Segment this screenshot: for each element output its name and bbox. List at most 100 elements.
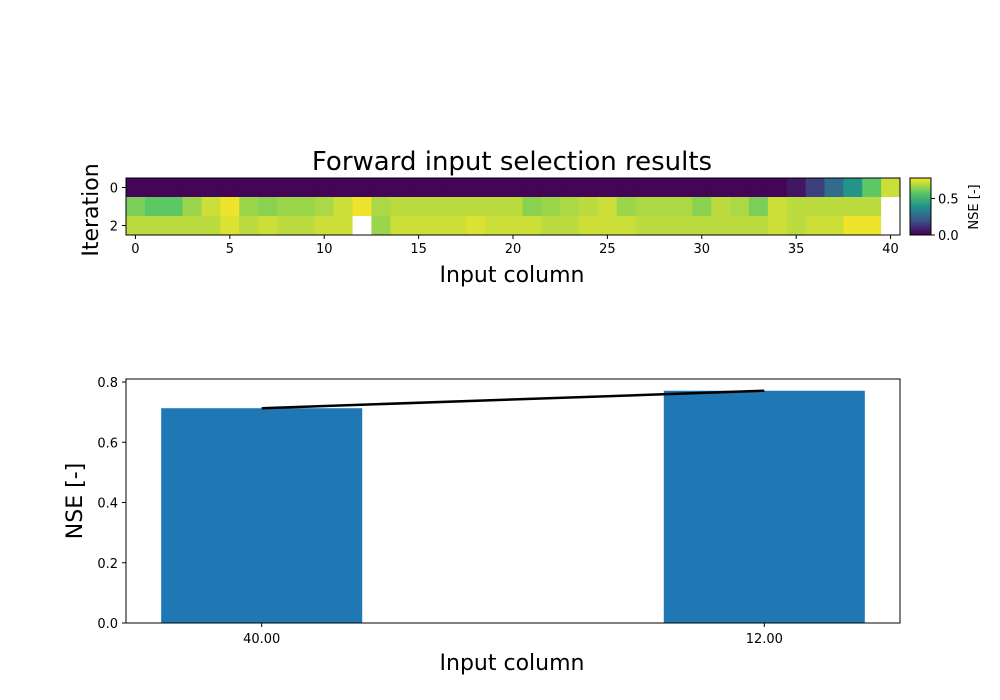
colorbar-ticks: 0.0 0.5 bbox=[931, 192, 959, 244]
bar-y-tick-label: 0.6 bbox=[97, 436, 118, 451]
heatmap-cell bbox=[390, 197, 410, 217]
heatmap-cell bbox=[465, 178, 486, 198]
heatmap-cell bbox=[277, 197, 297, 217]
heatmap-cell bbox=[843, 178, 863, 198]
heatmap-cell bbox=[295, 197, 316, 217]
heatmap-cell bbox=[333, 197, 353, 217]
heatmap-cell bbox=[711, 178, 731, 198]
heatmap-cell bbox=[258, 216, 278, 236]
heatmap-cell bbox=[522, 216, 542, 236]
heatmap-title: Forward input selection results bbox=[312, 147, 712, 177]
bar-y-tick-label: 0.4 bbox=[97, 497, 118, 512]
heatmap-cell bbox=[277, 216, 297, 236]
heatmap-cell bbox=[352, 216, 372, 236]
heatmap-cell bbox=[824, 197, 844, 217]
heatmap-cell bbox=[673, 197, 693, 217]
heatmap-cell bbox=[239, 197, 259, 217]
heatmap-x-tick-label: 40 bbox=[882, 242, 899, 257]
heatmap-cell bbox=[201, 216, 221, 236]
bar-y-tick-label: 0.0 bbox=[97, 617, 118, 632]
heatmap-cells bbox=[126, 178, 901, 236]
heatmap-cell bbox=[484, 216, 504, 236]
heatmap-cell bbox=[201, 197, 221, 217]
heatmap-cell bbox=[371, 197, 391, 217]
bar-x-ticks: 40.00 12.00 bbox=[243, 623, 783, 647]
heatmap-cell bbox=[635, 216, 655, 236]
heatmap-cell bbox=[748, 216, 769, 236]
heatmap-cell bbox=[597, 178, 618, 198]
heatmap-cell bbox=[616, 216, 637, 236]
bars bbox=[161, 390, 865, 623]
heatmap-cell bbox=[126, 197, 146, 217]
heatmap-cell bbox=[484, 197, 504, 217]
heatmap-cell bbox=[446, 216, 467, 236]
bar-y-tick-label: 0.8 bbox=[97, 376, 118, 391]
heatmap-cell bbox=[144, 178, 165, 198]
heatmap-cell bbox=[541, 216, 561, 236]
heatmap-cell bbox=[541, 178, 561, 198]
bar-axes-frame bbox=[125, 378, 901, 624]
heatmap-cell bbox=[711, 197, 731, 217]
heatmap-cell bbox=[522, 178, 542, 198]
bar bbox=[663, 390, 865, 623]
heatmap-cell bbox=[258, 178, 278, 198]
heatmap-cell bbox=[503, 178, 523, 198]
bar-y-ticks: 0.0 0.2 0.4 0.6 0.8 bbox=[97, 376, 126, 632]
heatmap-cell bbox=[786, 197, 807, 217]
heatmap-cell bbox=[711, 216, 731, 236]
bar-y-tick-label: 0.2 bbox=[97, 557, 118, 572]
heatmap-x-tick-label: 15 bbox=[410, 242, 427, 257]
heatmap-cell bbox=[597, 197, 618, 217]
heatmap-cell bbox=[862, 197, 882, 217]
heatmap-cell bbox=[862, 216, 882, 236]
heatmap-cell bbox=[371, 216, 391, 236]
heatmap-panel: Forward input selection results 0 5 10 15 20… bbox=[79, 147, 982, 288]
heatmap-x-tick-label: 25 bbox=[599, 242, 616, 257]
heatmap-cell bbox=[748, 178, 769, 198]
heatmap-cell bbox=[654, 197, 674, 217]
heatmap-y-ticks: 02 bbox=[110, 182, 126, 235]
heatmap-cell bbox=[352, 178, 372, 198]
heatmap-cell bbox=[805, 197, 825, 217]
heatmap-x-tick-label: 5 bbox=[226, 242, 234, 257]
heatmap-cell bbox=[446, 197, 467, 217]
heatmap-cell bbox=[182, 178, 202, 198]
heatmap-cell bbox=[730, 178, 750, 198]
heatmap-cell bbox=[390, 216, 410, 236]
heatmap-cell bbox=[220, 178, 240, 198]
heatmap-x-tick-label: 10 bbox=[316, 242, 333, 257]
heatmap-cell bbox=[163, 216, 184, 236]
heatmap-cell bbox=[465, 216, 486, 236]
heatmap-cell bbox=[503, 216, 523, 236]
heatmap-cell bbox=[616, 197, 637, 217]
heatmap-cell bbox=[767, 216, 788, 236]
heatmap-cell bbox=[126, 178, 146, 198]
colorbar-gradient bbox=[909, 177, 932, 236]
heatmap-cell bbox=[824, 216, 844, 236]
heatmap-cell bbox=[428, 178, 448, 198]
heatmap-cell bbox=[446, 178, 467, 198]
heatmap-cell bbox=[409, 216, 429, 236]
heatmap-cell bbox=[843, 197, 863, 217]
colorbar-label: NSE [-] bbox=[967, 184, 982, 229]
heatmap-cell bbox=[786, 178, 807, 198]
heatmap-cell bbox=[635, 197, 655, 217]
heatmap-cell bbox=[616, 178, 637, 198]
heatmap-cell bbox=[654, 216, 674, 236]
heatmap-cell bbox=[333, 216, 353, 236]
heatmap-cell bbox=[352, 197, 372, 217]
heatmap-cell bbox=[144, 197, 165, 217]
heatmap-cell bbox=[295, 216, 316, 236]
heatmap-cell bbox=[673, 216, 693, 236]
heatmap-cell bbox=[843, 216, 863, 236]
heatmap-cell bbox=[239, 178, 259, 198]
heatmap-cell bbox=[163, 197, 184, 217]
heatmap-cell bbox=[805, 178, 825, 198]
heatmap-cell bbox=[560, 178, 580, 198]
heatmap-cell bbox=[465, 197, 486, 217]
heatmap-cell bbox=[692, 178, 712, 198]
heatmap-cell bbox=[767, 197, 788, 217]
colorbar: 0.0 0.5 NSE [-] bbox=[909, 177, 982, 244]
heatmap-cell bbox=[333, 178, 353, 198]
